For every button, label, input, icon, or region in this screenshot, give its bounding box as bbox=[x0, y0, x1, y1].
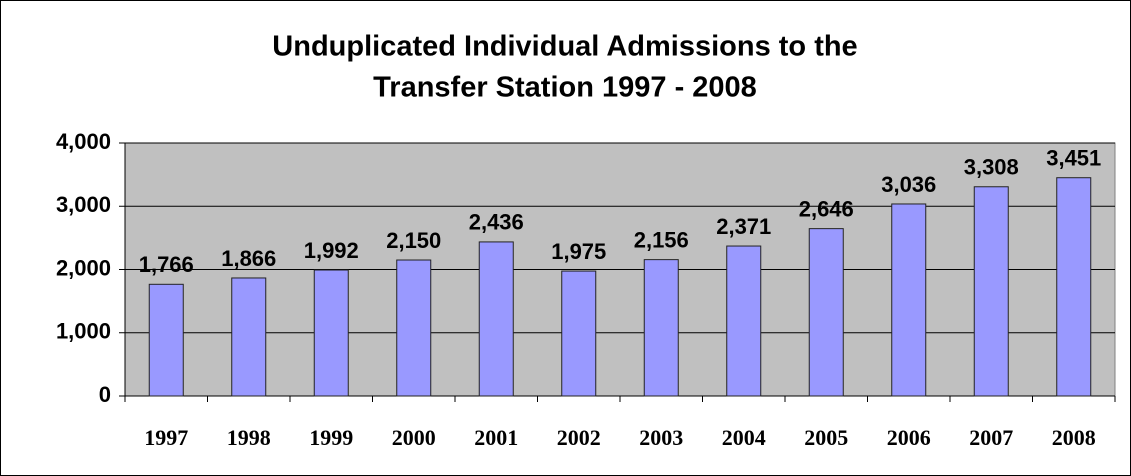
value-label: 2,156 bbox=[634, 227, 689, 252]
x-tick-label: 2005 bbox=[804, 425, 848, 450]
bar bbox=[148, 283, 184, 397]
x-tick-label: 2008 bbox=[1052, 425, 1096, 450]
value-label: 1,766 bbox=[139, 252, 194, 277]
bar bbox=[726, 245, 762, 397]
x-tick-label: 1999 bbox=[309, 425, 353, 450]
bar bbox=[231, 277, 267, 397]
chart-title: Transfer Station 1997 - 2008 bbox=[373, 72, 757, 104]
value-label: 2,371 bbox=[716, 214, 771, 239]
chart-title: Unduplicated Individual Admissions to th… bbox=[272, 31, 857, 63]
y-tick-label: 1,000 bbox=[56, 319, 111, 344]
x-tick-label: 2001 bbox=[474, 425, 518, 450]
bar bbox=[313, 269, 349, 397]
x-tick-label: 2003 bbox=[639, 425, 683, 450]
value-label: 3,036 bbox=[881, 172, 936, 197]
bar bbox=[808, 228, 844, 397]
x-tick-label: 1997 bbox=[144, 425, 188, 450]
value-label: 2,150 bbox=[386, 228, 441, 253]
bar bbox=[891, 203, 927, 397]
bar bbox=[396, 259, 432, 397]
bar bbox=[478, 241, 514, 397]
value-label: 3,451 bbox=[1046, 146, 1101, 171]
y-tick-label: 4,000 bbox=[56, 129, 111, 154]
x-tick-label: 2006 bbox=[887, 425, 931, 450]
value-label: 2,436 bbox=[469, 210, 524, 235]
bar bbox=[973, 186, 1009, 397]
x-tick-label: 2004 bbox=[722, 425, 766, 450]
value-label: 1,992 bbox=[304, 238, 359, 263]
y-tick-label: 2,000 bbox=[56, 255, 111, 280]
value-label: 1,866 bbox=[221, 246, 276, 271]
y-tick-label: 0 bbox=[99, 382, 111, 407]
bar bbox=[561, 270, 597, 397]
bar bbox=[1056, 177, 1092, 397]
bar bbox=[643, 259, 679, 397]
x-tick-label: 2002 bbox=[557, 425, 601, 450]
y-tick-label: 3,000 bbox=[56, 192, 111, 217]
x-tick-label: 1998 bbox=[227, 425, 271, 450]
value-label: 3,308 bbox=[964, 155, 1019, 180]
x-tick-label: 2007 bbox=[969, 425, 1013, 450]
value-label: 2,646 bbox=[799, 196, 854, 221]
x-tick-label: 2000 bbox=[392, 425, 436, 450]
value-label: 1,975 bbox=[551, 239, 606, 264]
